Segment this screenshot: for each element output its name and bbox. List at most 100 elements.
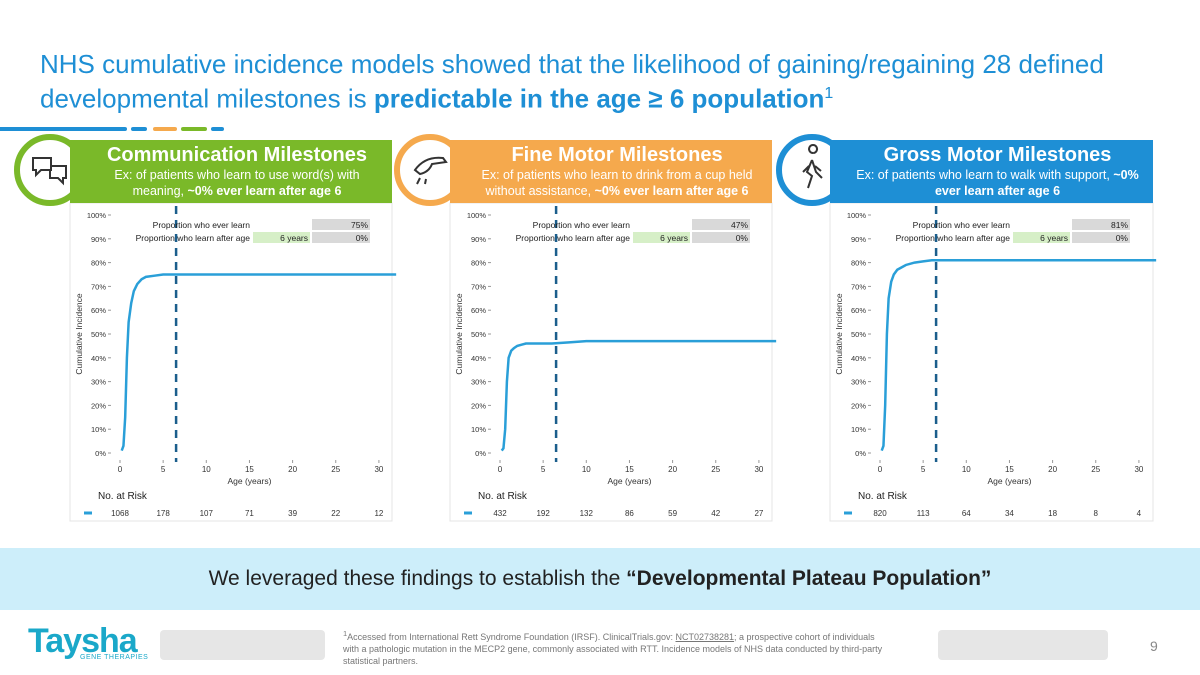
risk-value: 820: [873, 509, 887, 518]
risk-value: 113: [917, 509, 930, 518]
panel-desc-text: Ex: of patients who learn to walk with s…: [856, 168, 1110, 182]
risk-value: 42: [711, 509, 720, 518]
y-tick-label: 80%: [91, 259, 106, 268]
barcode-left: [160, 630, 325, 660]
title-bold: predictable in the age ≥ 6 population: [373, 83, 825, 114]
risk-value: 178: [156, 509, 170, 518]
x-tick-label: 25: [1091, 465, 1100, 474]
y-tick-label: 100%: [467, 211, 487, 220]
y-tick-label: 30%: [471, 378, 486, 387]
risk-value: 18: [1048, 509, 1057, 518]
footnote-mark: 1: [343, 629, 348, 638]
chart-frame: [69, 202, 393, 522]
panel-header: Gross Motor Milestones Ex: of patients w…: [830, 140, 1153, 203]
x-tick-label: 5: [921, 465, 926, 474]
summary-value: 47%: [731, 220, 748, 230]
x-tick-label: 20: [1048, 465, 1057, 474]
y-tick-label: 0%: [95, 449, 106, 458]
summary-box: [1072, 232, 1130, 243]
y-tick-label: 80%: [851, 259, 866, 268]
y-tick-label: 60%: [471, 306, 486, 315]
y-tick-label: 50%: [471, 330, 486, 339]
y-tick-label: 0%: [855, 449, 866, 458]
risk-value: 86: [625, 509, 634, 518]
y-tick-label: 70%: [471, 282, 486, 291]
y-tick-label: 100%: [87, 211, 107, 220]
summary-box: [692, 232, 750, 243]
risk-label: No. at Risk: [478, 491, 528, 502]
x-tick-label: 15: [245, 465, 254, 474]
y-tick-label: 30%: [91, 378, 106, 387]
summary-age-box: [633, 232, 690, 243]
summary-box: [312, 232, 370, 243]
risk-value: 59: [668, 509, 677, 518]
summary-box: [692, 219, 750, 230]
x-axis-label: Age (years): [227, 476, 271, 486]
logo-tagline: GENE THERAPIES: [80, 654, 149, 661]
x-tick-label: 0: [878, 465, 883, 474]
summary-label: Proportion who learn after age: [896, 233, 1011, 243]
risk-value: 22: [331, 509, 340, 518]
y-tick-label: 90%: [471, 235, 486, 244]
summary-age-box: [253, 232, 310, 243]
y-tick-label: 90%: [851, 235, 866, 244]
panel-desc-text: Ex: of patients who learn to use word(s)…: [114, 168, 360, 198]
summary-age-box: [1013, 232, 1070, 243]
x-tick-label: 10: [962, 465, 971, 474]
x-tick-label: 25: [711, 465, 720, 474]
summary-value: 0%: [1116, 233, 1129, 243]
y-tick-label: 80%: [471, 259, 486, 268]
incidence-curve: [880, 258, 1157, 452]
summary-label: Proportion who ever learn: [913, 220, 1011, 230]
title-text: NHS cumulative incidence models showed t…: [40, 49, 1104, 114]
panel-desc-bold: ~0% ever learn after age 6: [934, 168, 1139, 198]
y-tick-label: 30%: [851, 378, 866, 387]
x-tick-label: 10: [202, 465, 211, 474]
panel-desc-bold: ~0% ever learn after age 6: [594, 184, 749, 198]
x-tick-label: 30: [754, 465, 763, 474]
panel-desc: Ex: of patients who learn to walk with s…: [850, 167, 1145, 199]
barcode-right: [938, 630, 1108, 660]
panel-desc: Ex: of patients who learn to drink from …: [470, 167, 764, 199]
summary-box: [312, 219, 370, 230]
y-tick-label: 90%: [91, 235, 106, 244]
risk-label: No. at Risk: [858, 491, 908, 502]
panel-desc-text: Ex: of patients who learn to drink from …: [481, 168, 753, 198]
risk-value: 8: [1094, 509, 1099, 518]
summary-value: 81%: [1111, 220, 1128, 230]
risk-value: 192: [536, 509, 550, 518]
summary-age: 6 years: [280, 233, 308, 243]
risk-value: 27: [754, 509, 763, 518]
x-tick-label: 5: [161, 465, 166, 474]
y-tick-label: 70%: [851, 282, 866, 291]
footnote: 1Accessed from International Rett Syndro…: [343, 628, 893, 667]
y-tick-label: 20%: [471, 401, 486, 410]
chart-frame: [449, 202, 773, 522]
y-tick-label: 50%: [851, 330, 866, 339]
x-tick-label: 15: [1005, 465, 1014, 474]
x-axis-label: Age (years): [987, 476, 1031, 486]
risk-value: 12: [374, 509, 383, 518]
panel-desc-bold: ~0% ever learn after age 6: [187, 184, 342, 198]
y-tick-label: 100%: [847, 211, 867, 220]
x-tick-label: 30: [1134, 465, 1143, 474]
footnote-link[interactable]: NCT02738281: [675, 632, 735, 642]
risk-value: 107: [200, 509, 214, 518]
y-tick-label: 50%: [91, 330, 106, 339]
y-axis-label: Cumulative Incidence: [74, 293, 84, 375]
panel-title: Fine Motor Milestones: [511, 144, 723, 166]
y-tick-label: 10%: [91, 425, 106, 434]
banner-bold: “Developmental Plateau Population”: [626, 567, 992, 590]
risk-value: 34: [1005, 509, 1014, 518]
panel-desc: Ex: of patients who learn to use word(s)…: [90, 167, 384, 199]
risk-value: 71: [245, 509, 254, 518]
summary-box: [1072, 219, 1130, 230]
panel-title: Communication Milestones: [106, 144, 368, 166]
risk-value: 4: [1137, 509, 1142, 518]
risk-value: 432: [493, 509, 507, 518]
y-tick-label: 60%: [91, 306, 106, 315]
chart-frame: [829, 202, 1154, 522]
y-tick-label: 10%: [851, 425, 866, 434]
incidence-curve: [500, 339, 777, 452]
